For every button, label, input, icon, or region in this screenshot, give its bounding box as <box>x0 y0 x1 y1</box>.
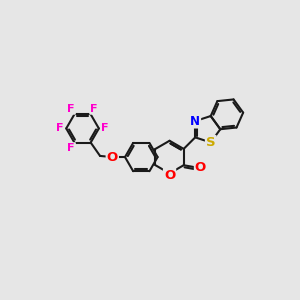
Text: S: S <box>206 136 215 149</box>
Text: O: O <box>195 161 206 174</box>
Text: F: F <box>90 104 98 114</box>
Text: F: F <box>68 143 75 153</box>
Text: O: O <box>107 151 118 164</box>
Text: N: N <box>190 115 200 128</box>
Text: F: F <box>101 123 109 134</box>
Text: F: F <box>56 123 64 134</box>
Text: F: F <box>68 104 75 114</box>
Text: O: O <box>164 169 175 182</box>
